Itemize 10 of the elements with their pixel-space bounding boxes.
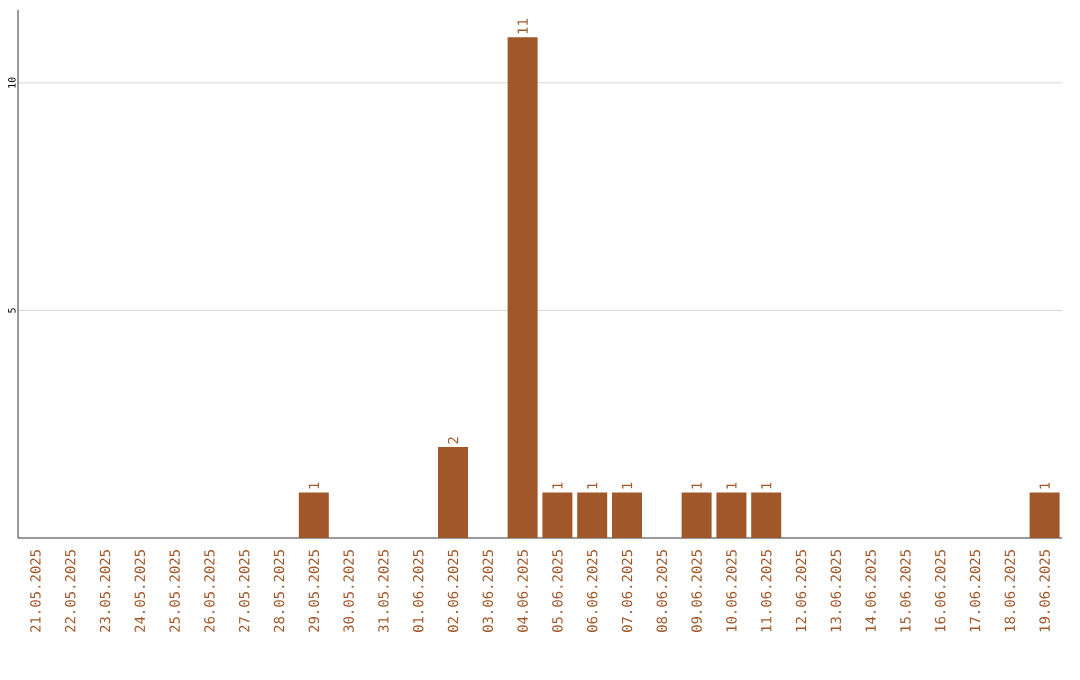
bar <box>542 492 573 538</box>
bar <box>612 492 643 538</box>
bar <box>577 492 608 538</box>
bar <box>716 492 747 538</box>
bar <box>751 492 782 538</box>
bar <box>438 446 469 538</box>
bar <box>681 492 712 538</box>
bar <box>507 37 538 538</box>
bar <box>298 492 329 538</box>
bar <box>1029 492 1060 538</box>
